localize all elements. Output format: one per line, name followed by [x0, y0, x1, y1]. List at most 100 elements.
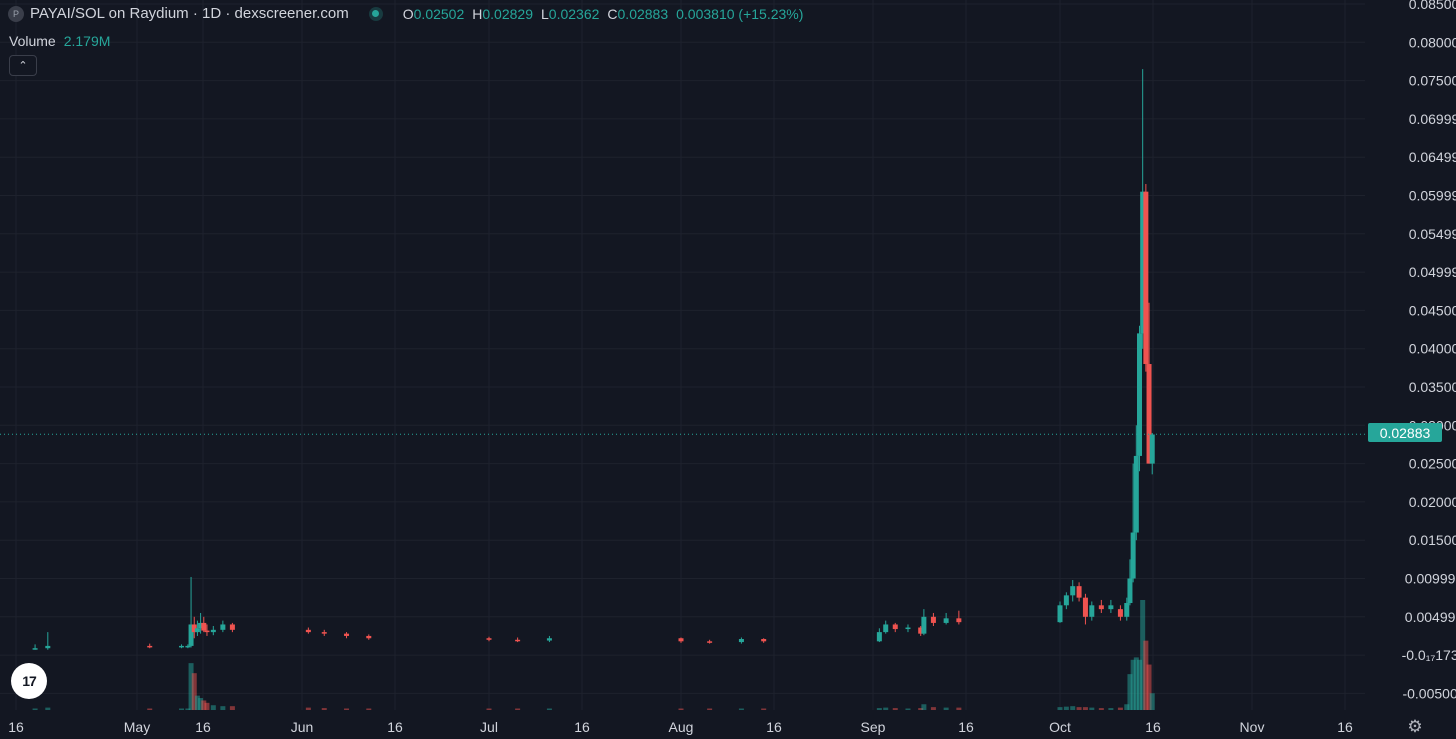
volume-bar — [45, 707, 51, 710]
x-axis: 16 May 16 Jun 16 Jul 16 Aug 16 Sep 16 Oct 16 Nov 16 — [8, 719, 1353, 735]
volume-bar — [229, 706, 235, 710]
candle-body — [678, 638, 684, 642]
x-tick-label: 16 — [1337, 719, 1353, 735]
close-label: C — [607, 5, 618, 22]
volume-bar — [546, 708, 552, 710]
y-tick-label: -0.0₁₇1734 — [1402, 647, 1456, 663]
volume-bar — [1127, 674, 1133, 710]
candle-body — [1133, 455, 1139, 533]
candle-body — [32, 648, 38, 650]
volume-bar — [918, 708, 924, 710]
y-tick-label: 0.05999 — [1409, 188, 1456, 204]
x-tick-label: 16 — [195, 719, 211, 735]
volume-bar — [486, 708, 492, 710]
x-tick-label: May — [124, 719, 150, 735]
close-value: 0.02883 — [617, 5, 669, 22]
candle-body — [1140, 191, 1146, 334]
candle-body — [201, 622, 207, 631]
y-tick-label: 0.06499 — [1409, 149, 1456, 165]
volume-bar — [179, 708, 185, 710]
candle-body — [185, 645, 191, 648]
y-tick-label: 0.06999 — [1409, 111, 1456, 127]
volume-bar — [366, 708, 372, 710]
x-tick-label: 16 — [1145, 719, 1161, 735]
volume-bar — [201, 700, 207, 710]
volume-bar — [1149, 693, 1155, 710]
volume-bar — [707, 708, 713, 710]
symbol-badge: P — [8, 5, 24, 22]
y-tick-label: 0.009999 — [1405, 571, 1456, 587]
candle-body — [1057, 605, 1063, 623]
volume-bar — [1063, 706, 1069, 710]
settings-gear-icon[interactable]: ⚙ — [1407, 717, 1423, 736]
y-tick-label: 0.04000 — [1409, 341, 1456, 357]
collapse-legend-button[interactable]: ⌃ — [9, 55, 37, 76]
x-tick-label: Nov — [1240, 719, 1265, 735]
candle-body — [321, 632, 327, 634]
current-price-tag: 0.02883 — [1368, 423, 1442, 442]
candle-body — [305, 629, 311, 633]
volume-bar — [921, 704, 927, 710]
candle-body — [1089, 605, 1095, 617]
y-tick-label: 0.02000 — [1409, 494, 1456, 510]
candle-body — [366, 635, 372, 639]
live-status-icon — [368, 6, 383, 21]
y-tick-label: 0.08500 — [1409, 0, 1456, 12]
candle-body — [876, 632, 882, 642]
volume-bar — [943, 707, 949, 710]
candle-body — [1117, 609, 1123, 617]
candle-body — [921, 616, 927, 634]
candle-body — [188, 624, 194, 646]
y-tick-label: 0.01500 — [1409, 532, 1456, 548]
volume-bar — [1082, 707, 1088, 710]
volume-bar — [905, 708, 911, 710]
volume-bar — [32, 708, 38, 710]
y-tick-label: -0.005000 — [1402, 685, 1456, 701]
volume-bar — [738, 708, 744, 710]
volume-bar — [1089, 707, 1095, 710]
candle-body — [930, 616, 936, 623]
x-tick-label: Jul — [480, 719, 498, 735]
volume-bar — [892, 708, 898, 710]
x-tick-label: Aug — [669, 719, 694, 735]
volume-bar — [305, 707, 311, 710]
volume-bar — [210, 705, 216, 710]
volume-bar — [956, 707, 962, 710]
candle-body — [1143, 191, 1149, 365]
volume-bar — [198, 698, 204, 710]
open-value: 0.02502 — [413, 5, 465, 22]
x-tick-label: 16 — [387, 719, 403, 735]
x-tick-label: Jun — [291, 719, 314, 735]
volume-bar — [185, 708, 191, 710]
chart-legend: P PAYAI/SOL on Raydium · 1D · dexscreene… — [8, 5, 803, 22]
volume-bar — [1117, 707, 1123, 710]
candle-body — [918, 627, 924, 634]
candle-body — [892, 624, 898, 630]
candle-body — [147, 645, 153, 648]
volume-bar — [188, 663, 194, 710]
y-axis: 0.08500 0.08000 0.07500 0.06999 0.06499 0.059… — [1402, 0, 1456, 701]
candle-body — [191, 624, 197, 633]
y-tick-label: 0.04500 — [1409, 302, 1456, 318]
change-value: 0.003810 (+15.23%) — [676, 5, 804, 22]
x-tick-label: Sep — [861, 719, 886, 735]
candle-body — [1076, 586, 1082, 598]
candle-body — [1130, 532, 1136, 579]
volume-value: 2.179M — [63, 33, 111, 49]
candle-body — [1124, 603, 1130, 617]
candle-body — [546, 638, 552, 641]
x-tick-label: 16 — [574, 719, 590, 735]
candle-body — [229, 624, 235, 630]
volume-bar — [1124, 704, 1130, 710]
tradingview-logo[interactable]: 17 — [11, 663, 47, 699]
candle-body — [198, 622, 204, 629]
volume-bar — [1137, 659, 1142, 710]
x-tick-label: Oct — [1049, 719, 1071, 735]
pair-title: PAYAI/SOL on Raydium · 1D · dexscreener.… — [30, 5, 349, 22]
x-tick-label: 16 — [766, 719, 782, 735]
candle-body — [204, 630, 210, 633]
candle-body — [1127, 578, 1133, 604]
volume-bar — [1143, 640, 1149, 710]
volume-bar — [220, 706, 226, 710]
